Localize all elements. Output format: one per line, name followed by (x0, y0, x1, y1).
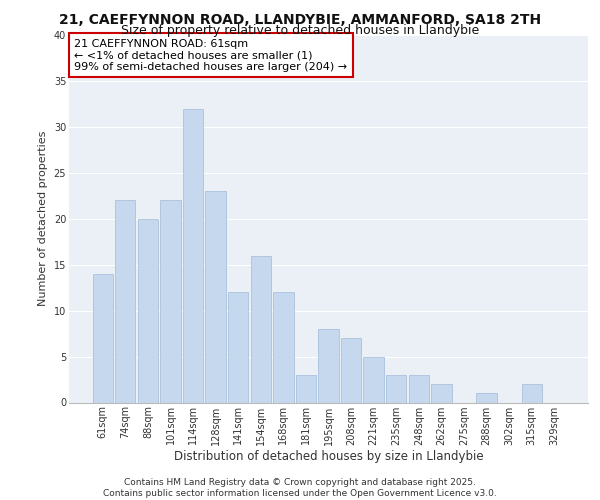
Text: Contains HM Land Registry data © Crown copyright and database right 2025.
Contai: Contains HM Land Registry data © Crown c… (103, 478, 497, 498)
Bar (228, 292, 248, 403)
Bar (296, 375, 316, 402)
Bar (205, 191, 226, 402)
Bar (273, 292, 293, 403)
X-axis label: Distribution of detached houses by size in Llandybie: Distribution of detached houses by size … (173, 450, 484, 464)
Bar (476, 394, 497, 402)
Bar (386, 375, 406, 402)
Bar (160, 200, 181, 402)
Bar (521, 384, 542, 402)
Bar (115, 200, 136, 402)
Y-axis label: Number of detached properties: Number of detached properties (38, 131, 48, 306)
Bar (431, 384, 452, 402)
Bar (183, 108, 203, 403)
Text: 21, CAEFFYNNON ROAD, LLANDYBIE, AMMANFORD, SA18 2TH: 21, CAEFFYNNON ROAD, LLANDYBIE, AMMANFOR… (59, 12, 541, 26)
Text: 21 CAEFFYNNON ROAD: 61sqm
← <1% of detached houses are smaller (1)
99% of semi-d: 21 CAEFFYNNON ROAD: 61sqm ← <1% of detac… (74, 38, 347, 72)
Bar (341, 338, 361, 402)
Bar (319, 329, 338, 402)
Bar (364, 356, 384, 403)
Bar (92, 274, 113, 402)
Bar (138, 219, 158, 402)
Bar (251, 256, 271, 402)
Bar (409, 375, 429, 402)
Text: Size of property relative to detached houses in Llandybie: Size of property relative to detached ho… (121, 24, 479, 37)
